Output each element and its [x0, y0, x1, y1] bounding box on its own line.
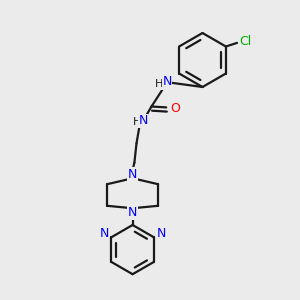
Text: N: N	[162, 75, 172, 88]
Text: H: H	[133, 117, 141, 127]
Text: N: N	[99, 226, 109, 240]
Text: N: N	[128, 168, 137, 181]
Text: N: N	[138, 114, 148, 128]
Text: N: N	[128, 206, 137, 219]
Text: H: H	[155, 79, 163, 89]
Text: Cl: Cl	[239, 34, 251, 48]
Text: N: N	[157, 226, 166, 240]
Text: O: O	[170, 102, 180, 116]
